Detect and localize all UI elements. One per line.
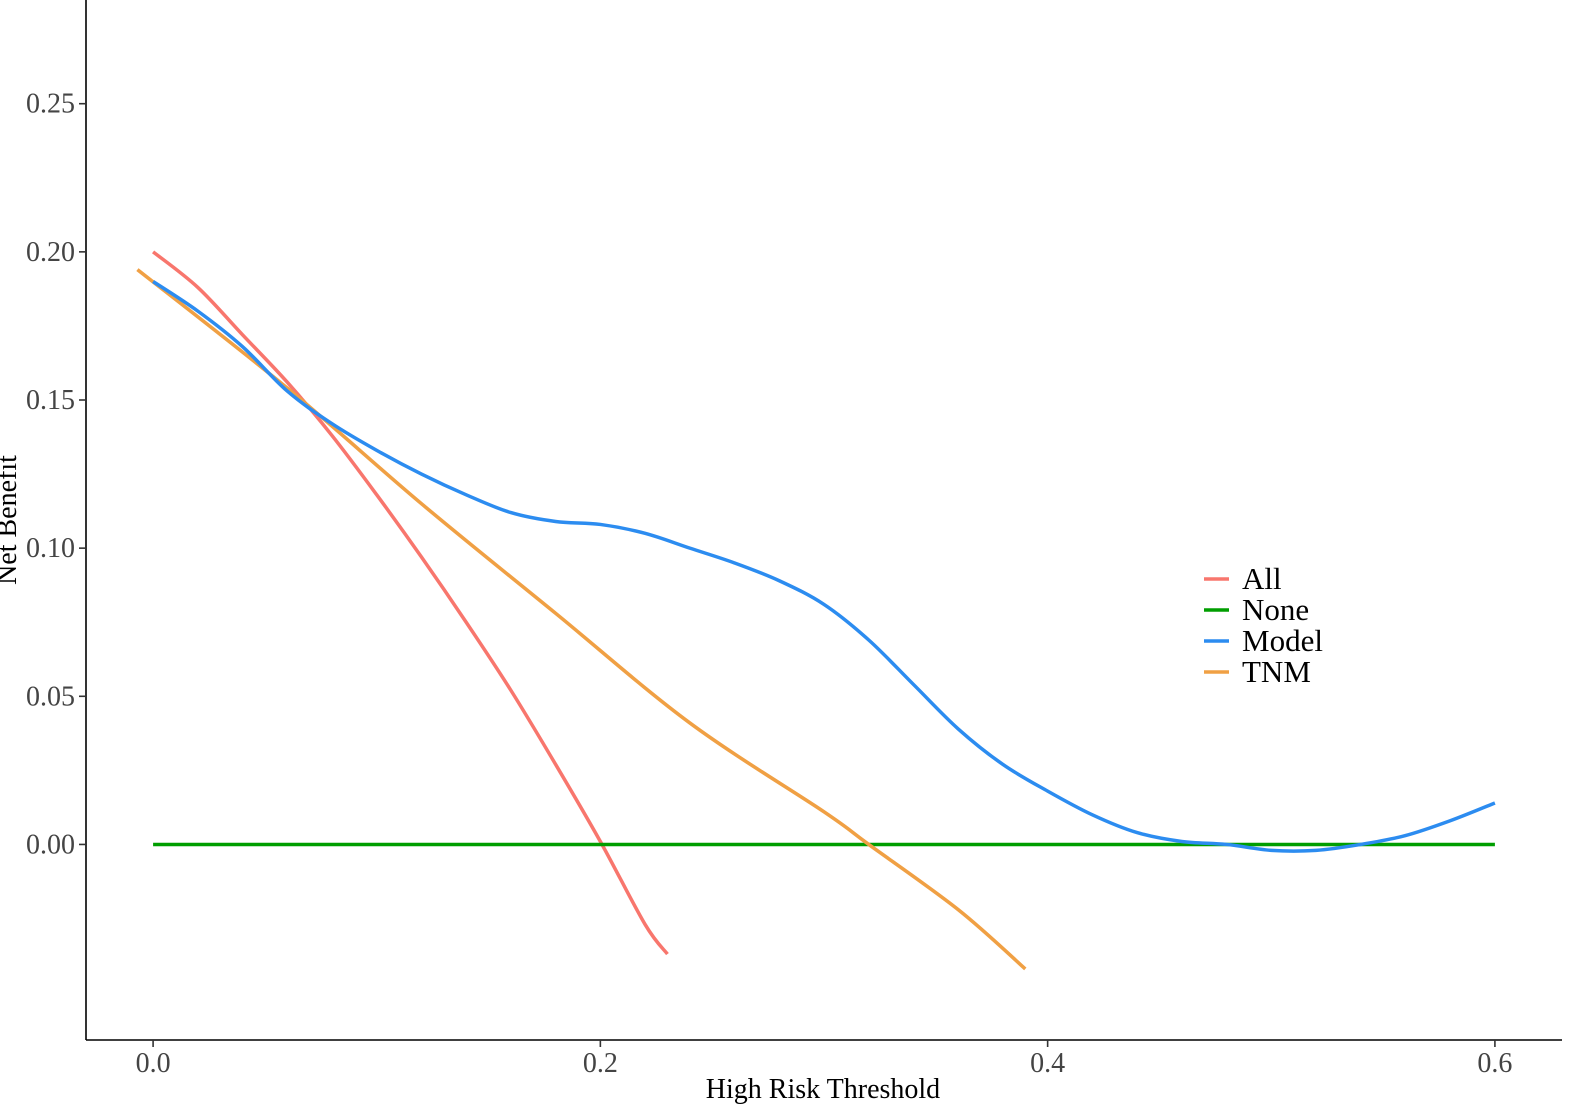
y-tick-label: 0.15	[26, 385, 75, 416]
legend-label-all: All	[1242, 561, 1282, 596]
x-tick-label: 0.2	[583, 1048, 618, 1079]
series-line-model	[152, 280, 1496, 853]
x-tick-label: 0.6	[1477, 1048, 1512, 1079]
x-tick-label: 0.4	[1030, 1048, 1065, 1079]
plot-lines	[136, 250, 1496, 971]
legend-label-model: Model	[1242, 623, 1323, 658]
y-ticks: 0.00 0.05 0.10 0.15 0.20 0.25	[26, 89, 86, 860]
y-tick-label: 0.25	[26, 89, 75, 120]
legend-label-tnm: TNM	[1242, 654, 1311, 689]
series-line-all	[152, 250, 669, 956]
y-tick-label: 0.10	[26, 533, 75, 564]
x-ticks: 0.0 0.2 0.4 0.6	[136, 1040, 1512, 1079]
x-axis-title: High Risk Threshold	[706, 1074, 940, 1105]
y-tick-label: 0.05	[26, 681, 75, 712]
y-tick-label: 0.00	[26, 829, 75, 860]
legend-label-none: None	[1242, 592, 1309, 627]
y-tick-label: 0.20	[26, 237, 75, 268]
axes	[85, 0, 1562, 1041]
x-tick-label: 0.0	[136, 1048, 171, 1079]
y-axis-title: Net Benefit	[0, 455, 23, 585]
